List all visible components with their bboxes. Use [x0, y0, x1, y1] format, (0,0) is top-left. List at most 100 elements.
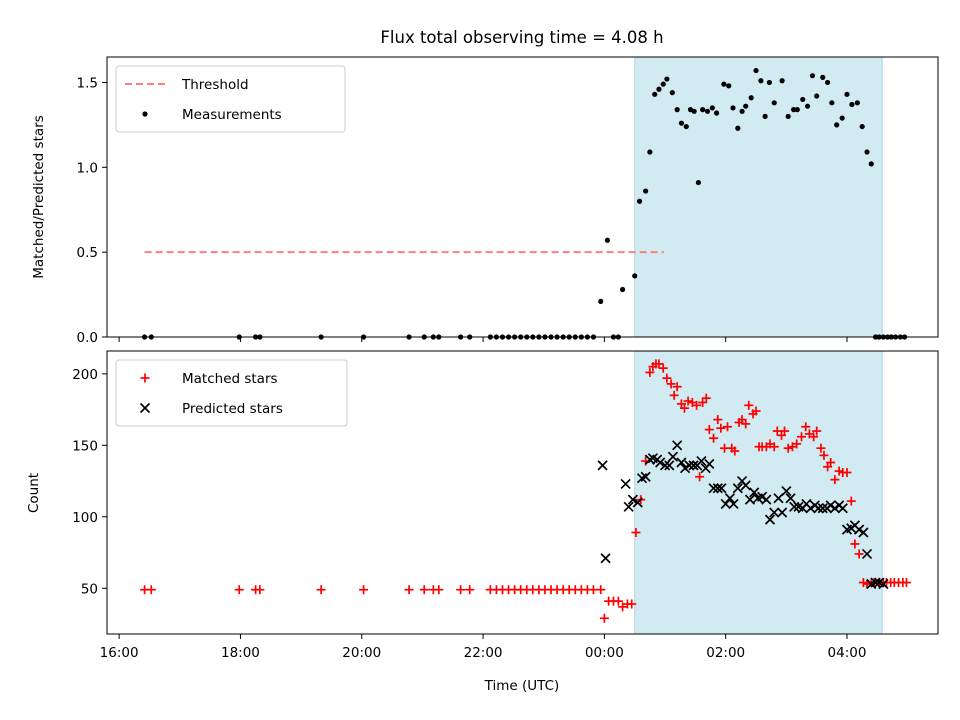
bottom-series-1-point-29-b: [728, 498, 739, 510]
bottom-series-0-point-90: [819, 450, 829, 460]
bottom-series-0-point-98: [850, 539, 860, 549]
top-series-0-point-31: [598, 298, 604, 304]
top-ytick-label-2: 1.0: [77, 160, 98, 176]
bottom-series-1-point-51-b: [817, 503, 828, 514]
top-series-0-point-83: [859, 123, 865, 130]
bottom-series-0-point-101: [862, 579, 872, 589]
top-series-0-point-53: [709, 105, 715, 111]
top-series-0-point-82: [854, 100, 860, 106]
bottom-series-0-point-47: [662, 373, 672, 383]
bottom-series-0-point-70: [744, 400, 754, 410]
bottom-series-1-point-24-b: [708, 483, 719, 494]
top-legend: Threshold Measurements: [115, 65, 346, 133]
bottom-series-0-point-59: [704, 425, 714, 435]
top-series-0-point-40: [652, 91, 658, 97]
bottom-series-1-point-13: [664, 460, 675, 471]
bottom-panel: Count 50 100 150 200 16:00 18:00 20:00 22:00 00:…: [26, 350, 939, 661]
top-series-0-point-70: [794, 107, 800, 113]
bottom-series-1-point-14-b: [667, 451, 679, 462]
bottom-ytick-label-2: 150: [72, 438, 98, 454]
bottom-series-1-point-64-b: [870, 577, 881, 588]
bottom-series-1-point-64: [870, 577, 881, 588]
bottom-series-0-point-97: [846, 496, 856, 506]
bottom-series-0-point-53: [683, 396, 693, 406]
top-series-0-point-73: [809, 73, 816, 79]
bottom-series-1-point-15: [672, 440, 683, 451]
bottom-series-1-point-18-b: [684, 460, 695, 471]
top-series-0-point-64: [762, 113, 768, 119]
bottom-series-1-point-65-b: [874, 577, 885, 588]
bottom-xtick-label-6: 04:00: [828, 645, 867, 661]
bottom-series-0-point-89: [816, 443, 826, 453]
bottom-series-1-point-37-b: [761, 494, 772, 505]
top-legend-label-0: Threshold: [181, 77, 249, 93]
top-series-0-point-79: [839, 115, 845, 121]
bottom-series-1-point-21-b: [696, 455, 707, 467]
top-series-0-point-37: [636, 198, 643, 204]
bottom-series-1-point-28: [724, 493, 736, 504]
bottom-series-1-point-29: [728, 498, 739, 510]
bottom-series-1-point-3: [623, 501, 634, 512]
bottom-series-0-point-83: [792, 439, 802, 449]
bottom-series-1-point-42-b: [781, 485, 792, 497]
bottom-series-0-point-4: [255, 585, 265, 595]
top-series-0-point-41: [656, 86, 662, 92]
bottom-series-1-point-2-b: [620, 478, 631, 490]
bottom-series-0-point-56: [695, 472, 705, 482]
bottom-series-1-point-66-b: [878, 578, 889, 590]
bottom-series-1-point-13-b: [664, 460, 675, 471]
bottom-legend-handle-1: [139, 402, 151, 414]
bottom-legend-label-0: Matched stars: [182, 371, 278, 387]
bottom-series-0-point-35: [613, 596, 623, 606]
top-series-0-point-43: [664, 76, 670, 82]
bottom-xtick-label-2: 20:00: [342, 645, 381, 661]
bottom-series-1-point-4-b: [627, 494, 638, 505]
bottom-series-1-point-21: [696, 455, 707, 467]
top-legend-label-1: Measurements: [182, 107, 282, 123]
bottom-series-0-point-66: [730, 446, 740, 456]
bottom-series-1-point-50: [813, 503, 824, 514]
bottom-series-1-point-24: [708, 483, 719, 494]
figure-title: Flux total observing time = 4.08 h: [380, 28, 663, 47]
bottom-series-1-point-38-b: [764, 514, 776, 525]
bottom-series-0-point-8: [419, 585, 429, 595]
top-series-0-point-42: [660, 81, 666, 87]
bottom-series-1-point-11-b: [655, 457, 666, 468]
bottom-series-1-point-7-b: [640, 471, 651, 482]
bottom-series-1-point-4: [627, 494, 638, 505]
bottom-series-1-point-61: [858, 527, 869, 538]
bottom-series-0-point-7: [404, 585, 414, 595]
top-series-0-point-46: [678, 120, 685, 126]
top-axes-frame: [106, 56, 939, 338]
bottom-series-1-point-33: [744, 494, 756, 505]
bottom-xtick-label-3: 22:00: [464, 645, 503, 661]
bottom-xtick-label-5: 02:00: [706, 645, 745, 661]
top-series-0-point-76: [825, 79, 831, 86]
bottom-series-1-point-27-b: [720, 498, 731, 510]
bottom-series-1-point-8: [644, 454, 655, 465]
bottom-series-1-point-19-b: [688, 460, 699, 471]
top-series-0-point-85: [868, 161, 874, 167]
bottom-legend: Matched stars Predicted stars: [115, 359, 348, 427]
bottom-series-0-point-10: [434, 585, 444, 595]
bottom-series-1: [597, 440, 889, 590]
bottom-series-1-point-51: [817, 503, 828, 514]
top-ytick-label-1: 0.5: [77, 245, 98, 261]
bottom-series-0-point-96: [842, 467, 852, 477]
bottom-series-1-point-11: [655, 457, 666, 468]
bottom-series-1-point-45-b: [793, 501, 804, 512]
bottom-series-0-point-88: [812, 426, 822, 436]
bottom-series-1-point-60-b: [854, 524, 865, 535]
top-series-0-point-71: [800, 96, 806, 103]
bottom-series-1-point-62-b: [861, 548, 873, 560]
bottom-series-1-point-16: [676, 457, 687, 468]
bottom-series-1-point-8-b: [644, 454, 655, 465]
bottom-series-1-point-23: [704, 458, 715, 470]
top-series-0-point-59: [739, 108, 745, 114]
top-series-0-point-54: [714, 110, 720, 116]
bottom-series-1-point-40: [773, 493, 784, 504]
top-ytick-label-3: 1.5: [77, 75, 98, 91]
bottom-series-1-point-1-b: [600, 553, 611, 564]
bottom-series-0-point-87: [809, 432, 819, 442]
top-ytick-label-0: 0.0: [77, 330, 98, 346]
